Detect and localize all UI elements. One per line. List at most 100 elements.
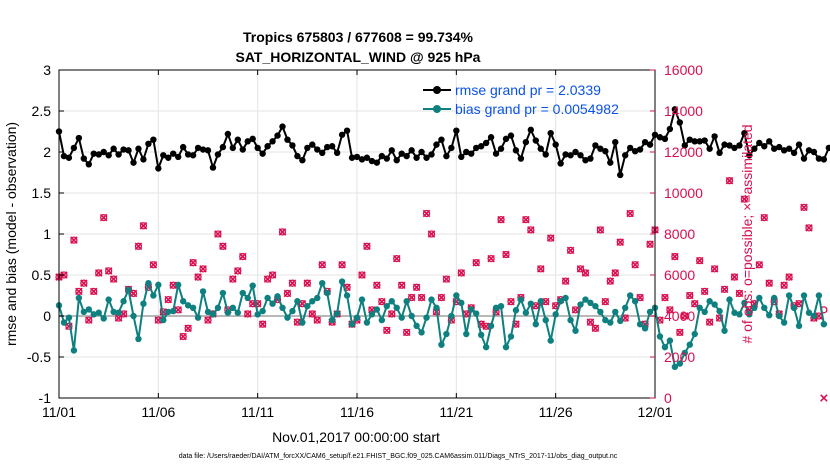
rmse-point — [636, 146, 644, 153]
obs-x-stroke — [373, 281, 381, 290]
bias-point — [398, 314, 405, 321]
bias-point — [453, 292, 460, 299]
obs-assimilated-marker — [283, 289, 292, 298]
bias-point — [199, 288, 207, 295]
y2-tick-label: 12000 — [664, 144, 703, 160]
obs-x-stroke — [139, 222, 148, 230]
rmse-point — [502, 135, 510, 143]
rmse-point — [299, 157, 306, 164]
obs-x-stroke — [815, 312, 823, 320]
obs-possible-marker — [725, 177, 734, 185]
obs-assimilated-marker — [616, 238, 624, 246]
rmse-point — [473, 144, 480, 152]
obs-possible-marker — [403, 328, 411, 337]
obs-assimilated-marker — [487, 254, 495, 263]
bias-point — [294, 298, 301, 305]
obs-assimilated-marker — [243, 310, 252, 318]
bias-point — [473, 310, 480, 317]
obs-x-stroke — [661, 293, 669, 302]
bias-point — [85, 306, 93, 313]
bias-point — [626, 292, 634, 299]
obs-x-stroke — [85, 316, 93, 324]
obs-assimilated-marker — [194, 273, 202, 281]
rmse-point — [448, 144, 455, 152]
rmse-point — [775, 143, 783, 151]
obs-x-stroke — [760, 213, 769, 222]
obs-x-stroke — [780, 281, 788, 290]
obs-possible-marker — [105, 267, 113, 275]
rmse-point — [413, 154, 420, 161]
rmse-point — [532, 137, 539, 144]
obs-assimilated-marker — [239, 252, 247, 261]
rmse-point — [582, 157, 589, 164]
bias-point — [259, 307, 266, 315]
obs-assimilated-marker — [378, 297, 386, 306]
rmse-point — [686, 136, 693, 143]
obs-x-stroke — [293, 318, 302, 326]
y2-tick-label: 8000 — [664, 226, 695, 242]
obs-possible-marker — [268, 271, 277, 279]
bias-series — [55, 278, 828, 371]
bias-point — [219, 289, 227, 297]
obs-assimilated-marker — [397, 281, 406, 290]
rmse-point — [428, 151, 435, 158]
bias-point — [458, 299, 465, 307]
obs-assimilated-marker — [676, 328, 684, 337]
rmse-point — [721, 141, 728, 148]
rmse-point — [378, 152, 386, 160]
obs-possible-marker — [358, 271, 366, 279]
obs-possible-marker — [70, 236, 78, 244]
rmse-point — [135, 145, 142, 152]
rmse-point — [219, 143, 227, 151]
obs-possible-marker — [263, 275, 272, 283]
bias-point — [90, 311, 97, 318]
rmse-point — [736, 142, 743, 149]
rmse-point — [547, 129, 554, 137]
obs-x-stroke — [705, 318, 714, 326]
obs-x-stroke — [65, 322, 73, 331]
bias-point — [686, 341, 693, 348]
obs-assimilated-marker — [760, 213, 769, 222]
rmse-point — [800, 155, 808, 162]
obs-possible-marker — [487, 254, 495, 263]
bias-point — [249, 282, 256, 289]
bias-point — [805, 309, 813, 316]
obs-x-stroke — [546, 234, 555, 242]
obs-assimilated-marker — [780, 281, 788, 290]
obs-x-stroke — [397, 281, 406, 290]
bias-point — [582, 296, 589, 303]
obs-x-stroke — [561, 277, 570, 285]
obs-assimilated-marker — [422, 209, 431, 218]
rmse-point — [612, 138, 619, 146]
obs-possible-marker — [308, 310, 316, 318]
x-tick-label: 12/01 — [637, 404, 672, 420]
x-tick-label: 11/06 — [141, 404, 175, 420]
rmse-point — [622, 152, 629, 159]
x-tick-label: 11/01 — [42, 404, 76, 420]
rmse-point — [701, 137, 708, 144]
obs-possible-marker — [398, 281, 406, 289]
rmse-point — [254, 144, 261, 152]
obs-x-stroke — [303, 279, 312, 287]
obs-x-stroke — [537, 265, 545, 273]
rmse-point — [85, 161, 93, 168]
bias-point — [775, 312, 783, 320]
rmse-point — [75, 134, 83, 142]
y2-tick-label: 2000 — [664, 349, 695, 365]
x-tick-label: 11/11 — [241, 404, 274, 420]
bias-point — [771, 294, 778, 302]
rmse-point — [641, 138, 649, 146]
bias-point — [65, 314, 73, 321]
obs-assimilated-marker — [149, 260, 158, 269]
obs-assimilated-marker — [720, 285, 729, 294]
x-tick-label: 11/21 — [439, 404, 473, 420]
obs-assimilated-marker — [214, 230, 222, 238]
obs-assimilated-marker — [308, 310, 317, 318]
rmse-point — [542, 151, 549, 158]
rmse-point — [199, 146, 207, 153]
y-tick-label: 2.5 — [32, 103, 52, 119]
y2-tick-label: 14000 — [664, 103, 703, 119]
obs-possible-marker — [363, 242, 371, 250]
obs-possible-marker — [234, 267, 242, 275]
